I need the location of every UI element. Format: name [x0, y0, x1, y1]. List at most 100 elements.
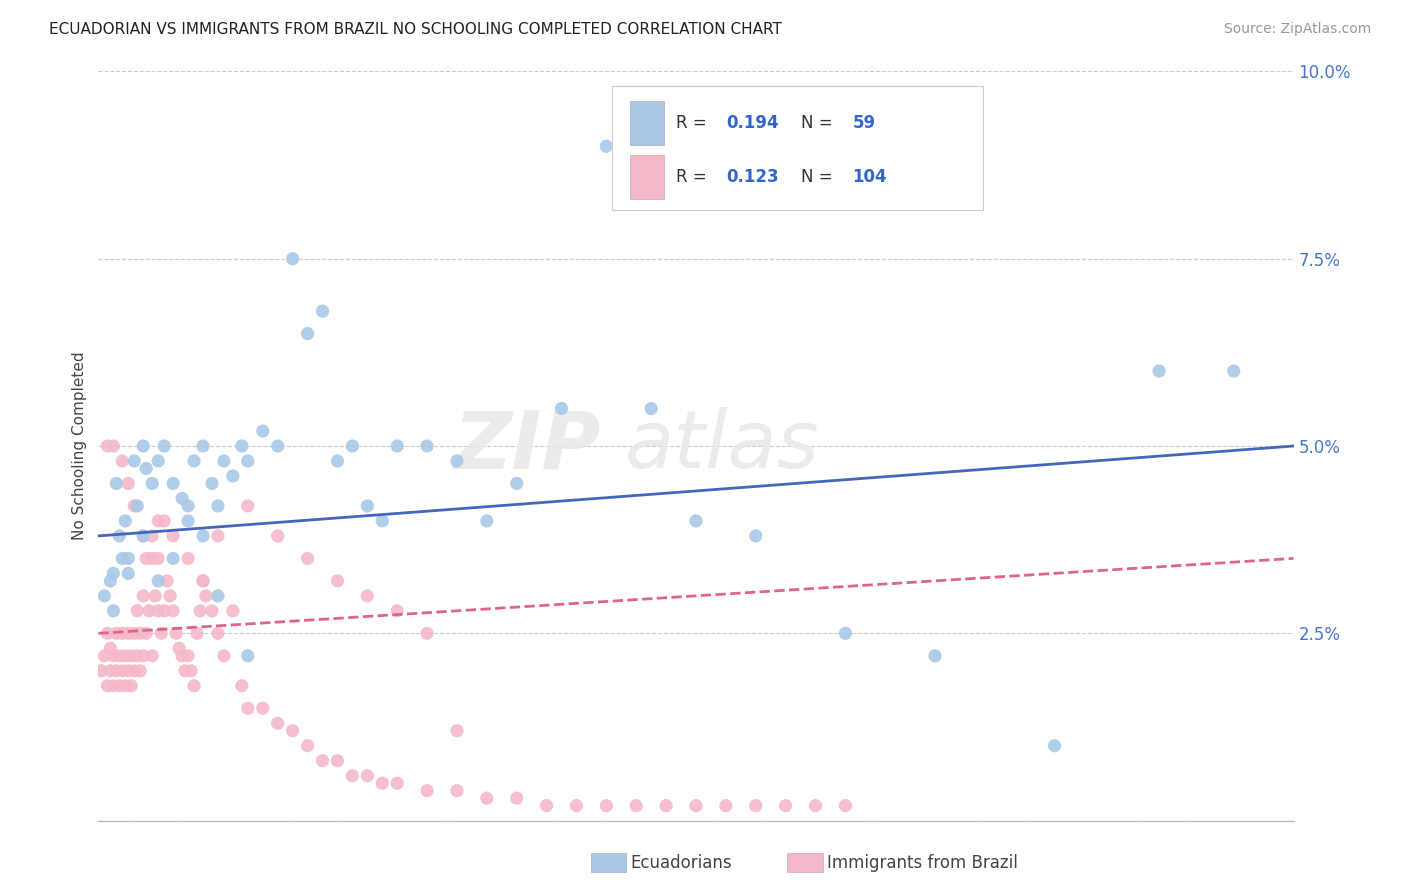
- Point: [148, 514, 170, 528]
- Point: [231, 439, 253, 453]
- Point: [127, 604, 149, 618]
- Point: [117, 664, 139, 678]
- Point: [103, 604, 125, 618]
- Text: R =: R =: [676, 113, 711, 132]
- Point: [1147, 364, 1170, 378]
- Point: [714, 798, 737, 813]
- Point: [111, 551, 134, 566]
- Point: [267, 716, 290, 731]
- Point: [201, 604, 224, 618]
- Point: [506, 791, 529, 805]
- Point: [105, 626, 128, 640]
- Point: [595, 798, 617, 813]
- FancyBboxPatch shape: [613, 87, 983, 210]
- Text: 0.123: 0.123: [725, 169, 779, 186]
- Point: [114, 514, 136, 528]
- Point: [103, 648, 125, 663]
- Point: [685, 514, 707, 528]
- Point: [132, 439, 155, 453]
- Point: [103, 679, 125, 693]
- Point: [207, 626, 229, 640]
- Point: [162, 551, 184, 566]
- Point: [281, 252, 304, 266]
- Point: [191, 574, 214, 588]
- Point: [207, 529, 229, 543]
- Text: N =: N =: [801, 169, 838, 186]
- Point: [153, 514, 176, 528]
- Point: [177, 499, 200, 513]
- Point: [745, 798, 768, 813]
- Point: [165, 626, 187, 640]
- Point: [153, 439, 176, 453]
- Point: [446, 783, 468, 797]
- Point: [267, 529, 290, 543]
- Point: [148, 604, 170, 618]
- Point: [416, 626, 439, 640]
- Point: [212, 648, 235, 663]
- Point: [117, 476, 139, 491]
- Text: ECUADORIAN VS IMMIGRANTS FROM BRAZIL NO SCHOOLING COMPLETED CORRELATION CHART: ECUADORIAN VS IMMIGRANTS FROM BRAZIL NO …: [49, 22, 782, 37]
- Text: R =: R =: [676, 169, 711, 186]
- Point: [252, 424, 274, 438]
- Point: [96, 626, 118, 640]
- Point: [475, 791, 498, 805]
- Text: Ecuadorians: Ecuadorians: [630, 854, 731, 871]
- Point: [117, 566, 139, 581]
- Point: [172, 491, 194, 506]
- Point: [98, 641, 122, 656]
- Point: [655, 798, 678, 813]
- Text: Source: ZipAtlas.com: Source: ZipAtlas.com: [1223, 22, 1371, 37]
- Point: [281, 723, 304, 738]
- Point: [342, 769, 364, 783]
- Point: [162, 476, 184, 491]
- Point: [626, 798, 648, 813]
- Point: [207, 589, 229, 603]
- Point: [153, 604, 176, 618]
- Point: [129, 664, 152, 678]
- Point: [93, 589, 115, 603]
- Point: [148, 454, 170, 468]
- Point: [111, 664, 134, 678]
- Point: [640, 401, 662, 416]
- Point: [195, 589, 218, 603]
- Point: [135, 461, 157, 475]
- Point: [236, 499, 259, 513]
- Point: [356, 589, 378, 603]
- Text: N =: N =: [801, 113, 838, 132]
- Point: [191, 574, 214, 588]
- Point: [231, 679, 253, 693]
- Point: [371, 514, 394, 528]
- Point: [114, 679, 136, 693]
- Point: [416, 783, 439, 797]
- Point: [385, 776, 409, 790]
- Point: [775, 798, 797, 813]
- Point: [326, 754, 349, 768]
- Point: [356, 769, 378, 783]
- Point: [117, 626, 139, 640]
- Y-axis label: No Schooling Completed: No Schooling Completed: [72, 351, 87, 541]
- Point: [236, 701, 259, 715]
- Point: [132, 589, 155, 603]
- Point: [804, 798, 827, 813]
- Point: [550, 401, 572, 416]
- Point: [222, 604, 245, 618]
- Point: [114, 648, 136, 663]
- Point: [267, 439, 290, 453]
- Point: [595, 139, 617, 153]
- Point: [446, 454, 468, 468]
- Point: [96, 439, 118, 453]
- Point: [111, 454, 134, 468]
- Point: [105, 664, 128, 678]
- Point: [98, 664, 122, 678]
- Point: [834, 798, 856, 813]
- Point: [120, 648, 142, 663]
- Point: [446, 723, 468, 738]
- Point: [108, 529, 131, 543]
- Point: [177, 551, 200, 566]
- Point: [177, 648, 200, 663]
- Bar: [630, 155, 664, 199]
- Point: [141, 476, 163, 491]
- Point: [297, 326, 319, 341]
- Point: [188, 604, 211, 618]
- Point: [506, 476, 529, 491]
